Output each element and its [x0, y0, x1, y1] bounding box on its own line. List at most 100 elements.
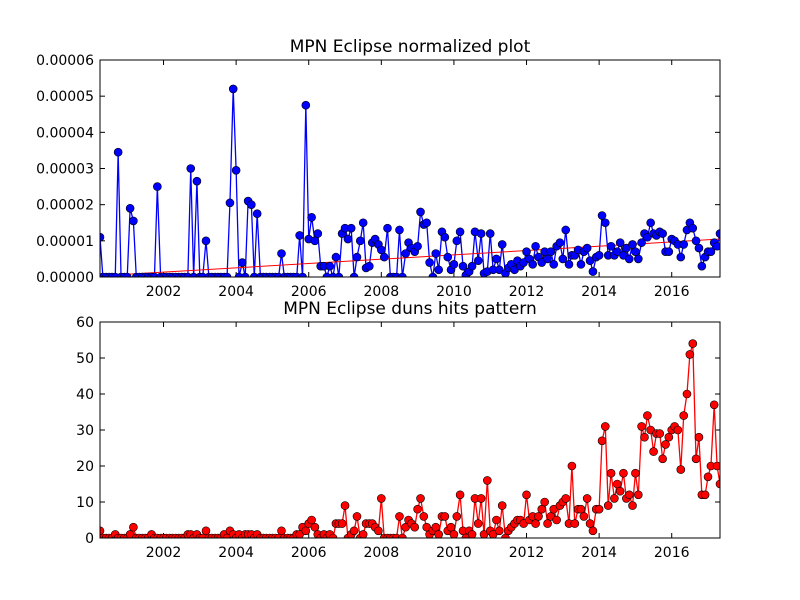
data-point: [691, 454, 701, 464]
data-point: [697, 261, 707, 271]
y-tick-label: 0.00005: [36, 89, 94, 105]
data-point: [597, 436, 607, 446]
data-point: [634, 254, 643, 264]
data-point: [186, 164, 196, 173]
data-point: [597, 211, 607, 220]
data-point: [706, 247, 716, 256]
data-point: [631, 247, 640, 256]
trend-line: [100, 238, 720, 277]
data-point: [688, 223, 698, 233]
data-point: [582, 494, 592, 503]
data-point: [703, 472, 713, 482]
data-point: [440, 232, 450, 242]
data-point: [434, 265, 443, 275]
axes-frame: [99, 59, 721, 278]
data-point: [100, 232, 105, 242]
subplot: 0 10 20 30 40 50 60 2002 2004 2006 2008 2010 2012 201…: [76, 299, 721, 561]
y-tick-label: 0.00001: [36, 234, 94, 250]
y-tick-label: 40: [76, 387, 94, 403]
data-point: [398, 533, 407, 538]
data-point: [600, 218, 610, 228]
data-point: [540, 497, 549, 507]
data-point: [398, 272, 407, 277]
data-point: [228, 84, 238, 94]
data-point: [122, 272, 132, 277]
plot-content: [100, 339, 720, 538]
data-point: [307, 515, 316, 525]
data-point: [676, 465, 686, 474]
data-point: [600, 422, 610, 431]
data-point: [709, 400, 719, 410]
data-point: [628, 240, 637, 249]
data-point: [637, 422, 646, 431]
data-point: [646, 218, 655, 228]
data-point: [522, 247, 531, 256]
data-point: [446, 522, 456, 532]
data-point: [301, 526, 311, 536]
data-point: [649, 447, 658, 456]
data-point: [337, 519, 347, 528]
data-point: [419, 512, 429, 521]
data-point: [113, 147, 123, 157]
data-point: [452, 512, 462, 521]
data-point: [661, 440, 670, 449]
data-point: [694, 243, 704, 253]
data-point: [546, 247, 556, 256]
data-point: [624, 490, 634, 500]
data-point: [346, 223, 356, 233]
data-point: [358, 530, 368, 538]
data-point: [440, 512, 450, 521]
data-point: [416, 494, 425, 503]
x-tick-label: 2016: [654, 545, 690, 561]
data-point: [679, 411, 689, 420]
data-point: [492, 515, 501, 525]
axes-frame: [99, 321, 721, 539]
y-tick-label: 10: [76, 495, 94, 511]
data-point: [277, 526, 286, 536]
data-point: [619, 468, 628, 478]
data-point: [476, 494, 486, 503]
data-point: [343, 234, 353, 244]
data-point: [349, 526, 359, 536]
chart-title: MPN Eclipse normalized plot: [290, 37, 531, 57]
data-point: [576, 260, 586, 269]
x-tick-label: 2014: [581, 284, 617, 300]
data-point: [240, 272, 250, 277]
data-point: [543, 519, 552, 528]
data-point: [247, 200, 256, 209]
data-point: [340, 501, 350, 510]
data-point: [628, 501, 637, 510]
data-point: [452, 236, 462, 246]
data-point: [222, 272, 232, 277]
data-point: [237, 258, 247, 267]
data-point: [467, 530, 477, 538]
data-point: [383, 223, 392, 233]
data-point: [588, 267, 598, 276]
data-point: [374, 526, 383, 536]
data-point: [664, 247, 674, 256]
y-tick-label: 0.00002: [36, 198, 94, 214]
data-point: [615, 486, 625, 496]
data-point: [534, 512, 543, 521]
data-point: [413, 241, 422, 251]
data-point: [579, 512, 589, 521]
data-point: [416, 207, 425, 217]
data-point: [231, 166, 241, 175]
data-point: [664, 432, 674, 442]
y-tick-label: 20: [76, 459, 94, 475]
data-point: [277, 249, 286, 258]
data-point: [685, 350, 695, 359]
y-tick-label: 0.00003: [36, 162, 94, 178]
y-tick-label: 0.00004: [36, 125, 94, 141]
data-point: [355, 236, 365, 246]
data-point: [576, 504, 586, 514]
data-point: [298, 272, 307, 277]
data-point: [522, 490, 531, 500]
data-point: [637, 238, 646, 247]
data-point: [555, 238, 565, 247]
data-point: [561, 225, 571, 235]
data-point: [567, 461, 577, 471]
data-point: [634, 490, 643, 500]
data-point: [328, 533, 338, 538]
